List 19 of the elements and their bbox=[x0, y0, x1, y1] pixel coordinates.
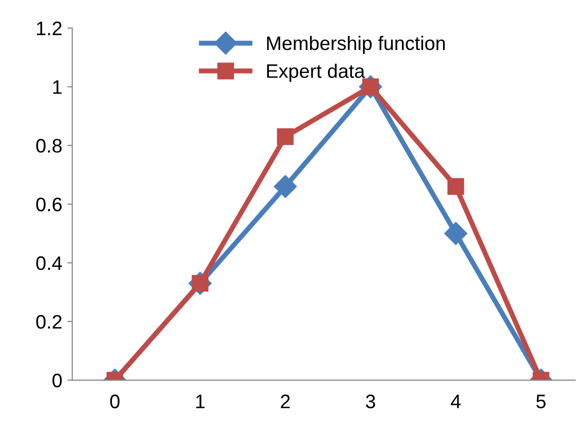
y-tick-label: 1.2 bbox=[36, 22, 62, 36]
legend-label: Membership function bbox=[267, 36, 445, 54]
x-tick-label: 0 bbox=[110, 394, 120, 408]
point bbox=[444, 222, 468, 245]
x-tick-label: 4 bbox=[450, 394, 461, 408]
y-tick-label: 0.2 bbox=[36, 314, 62, 329]
x-tick-label: 2 bbox=[280, 394, 290, 408]
point bbox=[274, 175, 297, 198]
y-tick-label: 0.6 bbox=[36, 198, 62, 212]
point bbox=[447, 178, 464, 195]
y-tick-label: 1 bbox=[53, 80, 62, 94]
y-tick-label: 0.4 bbox=[36, 256, 62, 270]
legend-label: Expert data bbox=[267, 64, 365, 82]
y-tick-label: 0 bbox=[52, 374, 62, 388]
y-tick-label: 0.8 bbox=[36, 138, 62, 153]
x-tick-label: 5 bbox=[536, 394, 546, 408]
point bbox=[276, 128, 294, 145]
x-tick-label: 1 bbox=[196, 394, 205, 408]
x-tick-label: 3 bbox=[366, 394, 376, 408]
